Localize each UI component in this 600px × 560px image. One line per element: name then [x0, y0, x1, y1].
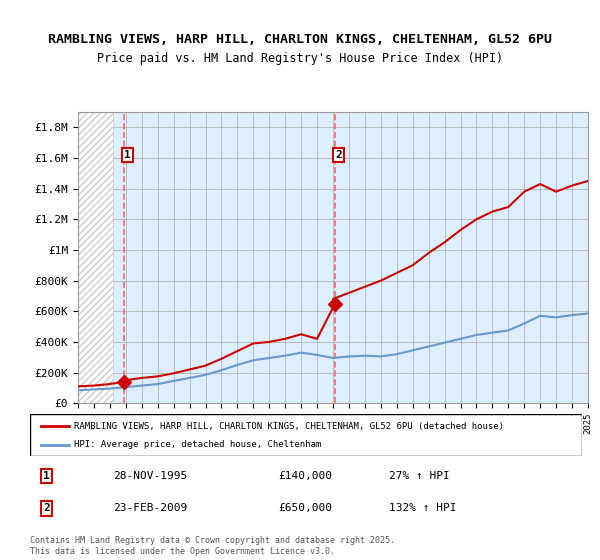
Text: £140,000: £140,000: [278, 471, 332, 481]
Text: Contains HM Land Registry data © Crown copyright and database right 2025.
This d: Contains HM Land Registry data © Crown c…: [30, 536, 395, 556]
Text: 1: 1: [43, 471, 50, 481]
Text: Price paid vs. HM Land Registry's House Price Index (HPI): Price paid vs. HM Land Registry's House …: [97, 52, 503, 66]
FancyBboxPatch shape: [30, 414, 582, 456]
Text: 27% ↑ HPI: 27% ↑ HPI: [389, 471, 449, 481]
Text: HPI: Average price, detached house, Cheltenham: HPI: Average price, detached house, Chel…: [74, 440, 322, 449]
Text: 2: 2: [43, 503, 50, 514]
Text: RAMBLING VIEWS, HARP HILL, CHARLTON KINGS, CHELTENHAM, GL52 6PU (detached house): RAMBLING VIEWS, HARP HILL, CHARLTON KING…: [74, 422, 504, 431]
Text: 1: 1: [124, 150, 131, 160]
Text: 23-FEB-2009: 23-FEB-2009: [113, 503, 187, 514]
Text: 132% ↑ HPI: 132% ↑ HPI: [389, 503, 457, 514]
Text: 28-NOV-1995: 28-NOV-1995: [113, 471, 187, 481]
Text: £650,000: £650,000: [278, 503, 332, 514]
Text: RAMBLING VIEWS, HARP HILL, CHARLTON KINGS, CHELTENHAM, GL52 6PU: RAMBLING VIEWS, HARP HILL, CHARLTON KING…: [48, 32, 552, 46]
Text: 2: 2: [335, 150, 342, 160]
Bar: [78, 112, 113, 403]
